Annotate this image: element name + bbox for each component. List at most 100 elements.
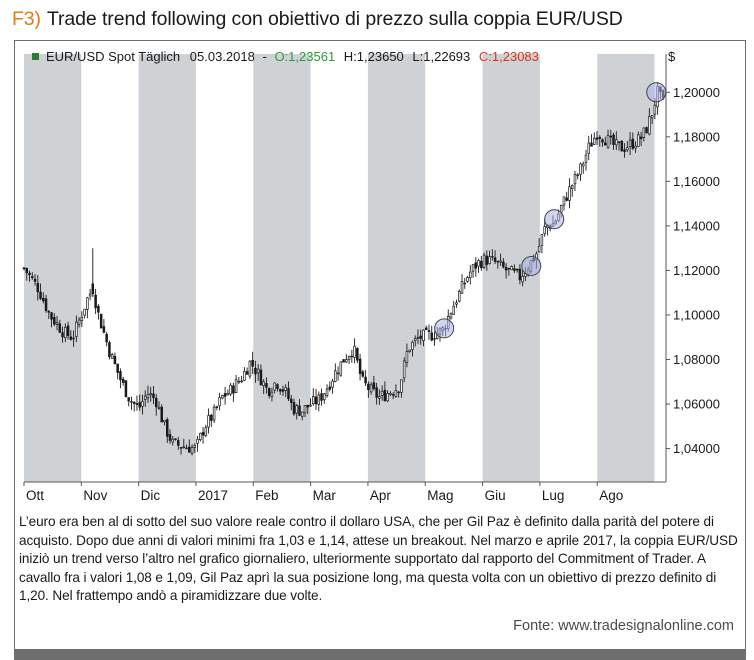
candle-body <box>356 348 359 361</box>
candle-body <box>637 134 640 147</box>
candle-body <box>466 276 469 282</box>
candle-body <box>124 380 128 398</box>
candle-body <box>36 282 40 293</box>
figure-title: F3) Trade trend following con obiettivo d… <box>12 8 623 31</box>
header-close: C:1,23083 <box>479 49 539 64</box>
candle-body <box>648 116 651 135</box>
candle-body <box>485 255 489 265</box>
header-open: O:1,23561 <box>274 49 335 64</box>
candle-body <box>292 402 296 415</box>
candle-body <box>474 262 478 269</box>
candle-body <box>259 369 263 386</box>
candle-body <box>331 380 334 388</box>
candle-body <box>102 326 106 333</box>
candle-body <box>196 438 199 444</box>
header-date: 05.03.2018 <box>190 49 255 64</box>
x-tick-label: Dic <box>141 488 161 503</box>
candle-body <box>160 406 163 423</box>
candle-body <box>113 355 117 364</box>
candle-body <box>328 386 332 390</box>
candle-body <box>325 388 329 396</box>
candle-body <box>397 391 400 394</box>
candle-body <box>507 267 511 270</box>
marker-target <box>646 82 667 103</box>
candlestick-chart: 1,04000 1,06000 1,08000 1,10000 1,12000 1,140… <box>22 49 720 503</box>
candle-body <box>254 367 257 375</box>
candle-body <box>336 372 340 375</box>
candle-body <box>543 226 546 234</box>
candle-body <box>463 282 467 285</box>
month-shading <box>24 54 655 482</box>
candle-body <box>593 137 596 145</box>
x-tick-label: Lug <box>542 488 565 503</box>
candle-body <box>303 405 307 414</box>
candle-body <box>496 260 500 263</box>
header-high: H:1,23650 <box>344 49 404 64</box>
candle-body <box>226 392 230 396</box>
candle-body <box>595 137 599 140</box>
candle-body <box>152 393 155 399</box>
svg-text:EUR/USD Spot Täglich 0: EUR/USD Spot Täglich 05.03.2018 - O:1,23… <box>46 49 539 64</box>
candle-body <box>433 338 436 340</box>
candle-body <box>573 174 577 185</box>
y-tick-label: 1,10000 <box>673 307 720 322</box>
candle-body <box>278 389 282 392</box>
candle-body <box>364 376 367 384</box>
candle-body <box>42 297 45 302</box>
candle-body <box>623 149 626 152</box>
candle-body <box>653 104 657 115</box>
candle-body <box>590 142 593 147</box>
candle-body <box>389 393 392 395</box>
candle-body <box>298 405 301 416</box>
candle-body <box>44 298 48 311</box>
header-currency: $ <box>668 49 676 64</box>
candle-body <box>312 396 315 405</box>
candle-body <box>83 308 86 316</box>
candle-body <box>383 389 387 401</box>
candle-body <box>223 393 227 397</box>
candle-body <box>157 406 161 409</box>
candle-body <box>53 317 56 325</box>
candle-body <box>375 387 378 398</box>
candle-body <box>430 332 433 341</box>
candle-body <box>237 380 241 383</box>
candle-body <box>270 391 274 398</box>
candle-body <box>212 406 216 421</box>
candle-body <box>422 329 425 341</box>
candle-body <box>64 326 67 339</box>
shaded-month-band <box>367 54 426 482</box>
candle-body <box>314 396 318 405</box>
footer-bar <box>14 649 746 660</box>
header-dash: - <box>262 49 266 64</box>
figure-source: Fonte: www.tradesignalonline.com <box>513 618 734 634</box>
candle-body <box>634 145 637 149</box>
candle-body <box>521 276 524 283</box>
candle-body <box>94 294 97 309</box>
candle-body <box>185 447 188 450</box>
candle-body <box>488 256 491 264</box>
candle-body <box>601 139 604 143</box>
candle-body <box>587 142 591 154</box>
candle-body <box>174 438 177 441</box>
candle-body <box>455 302 458 305</box>
figure-title-text: Trade trend following con obiettivo di p… <box>46 8 623 30</box>
marker-entry <box>434 318 455 339</box>
x-tick-label: Feb <box>255 488 278 503</box>
candle-body <box>39 291 42 299</box>
candle-body <box>378 396 381 399</box>
candle-body <box>568 186 571 201</box>
candle-body <box>372 382 376 390</box>
candle-body <box>612 134 615 145</box>
candle-body <box>320 393 323 401</box>
candle-body <box>210 414 213 421</box>
candle-body <box>570 184 574 189</box>
candle-body <box>248 360 252 377</box>
candle-body <box>141 401 144 407</box>
candle-body <box>218 397 221 407</box>
candle-body <box>229 384 232 395</box>
marker-pyramid-2 <box>544 209 565 230</box>
candle-body <box>609 135 613 138</box>
y-tick-label: 1,06000 <box>673 397 720 412</box>
candle-body <box>190 446 194 454</box>
candle-body <box>149 393 152 396</box>
